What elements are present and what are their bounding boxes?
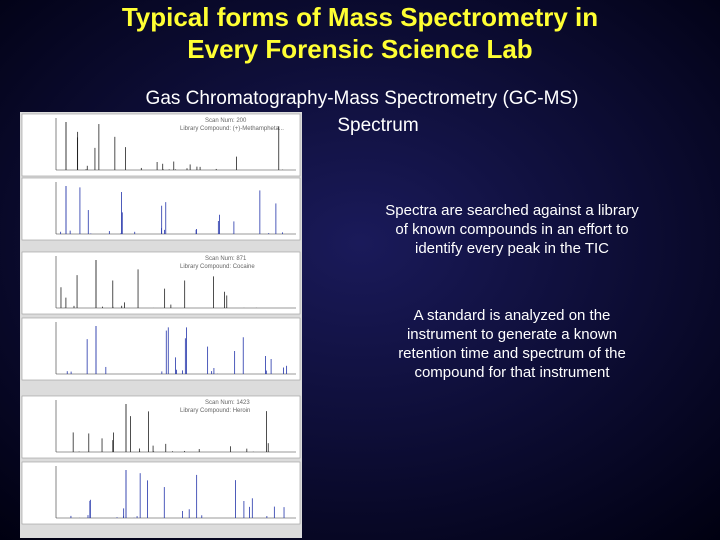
- panel: [21, 395, 301, 459]
- library-label: Library Compound: (+)-Methampheta...: [180, 126, 284, 132]
- scan-label: Scan Num: 871: [205, 256, 247, 262]
- note-line: A standard is analyzed on the: [414, 307, 611, 324]
- scan-label: Scan Num: 1423: [205, 400, 250, 406]
- note-line: of known compounds in an effort to: [395, 221, 628, 238]
- title: Every Forensic Science Lab: [187, 34, 532, 64]
- note-line: instrument to generate a known: [407, 326, 617, 343]
- note-line: compound for that instrument: [414, 364, 610, 381]
- library-label: Library Compound: Cocaine: [180, 264, 255, 270]
- panel: [21, 461, 301, 525]
- library-label: Library Compound: Heroin: [180, 408, 250, 414]
- notes: Spectra are searched against a library of…: [385, 202, 639, 381]
- note-line: Spectra are searched against a library: [385, 202, 639, 219]
- spectra-figure: Scan Num: 200 Library Compound: (+)-Metha…: [20, 112, 302, 538]
- panel: [21, 317, 301, 381]
- note-line: identify every peak in the TIC: [415, 240, 609, 257]
- panel: [21, 113, 301, 177]
- note-line: retention time and spectrum of the: [398, 345, 626, 362]
- subtitle: Gas Chromatography-Mass Spectrometry (GC…: [146, 88, 579, 109]
- scan-label: Scan Num: 200: [205, 118, 247, 124]
- title: Typical forms of Mass Spectrometry in: [122, 2, 598, 32]
- panel: [21, 177, 301, 241]
- subtitle: Spectrum: [337, 115, 418, 136]
- panel: [21, 251, 301, 315]
